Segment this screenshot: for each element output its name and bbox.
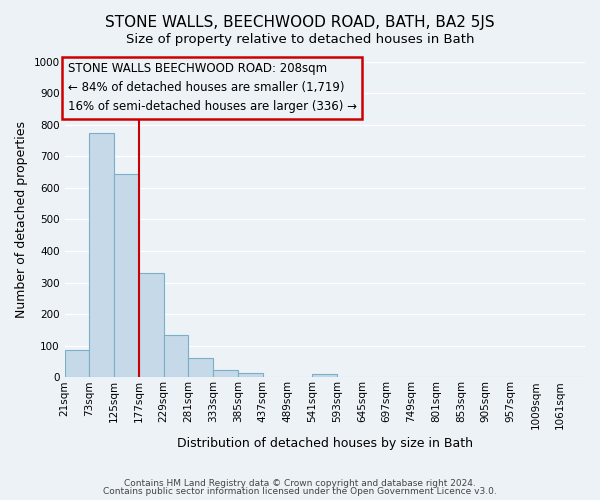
X-axis label: Distribution of detached houses by size in Bath: Distribution of detached houses by size … xyxy=(177,437,473,450)
Text: Contains public sector information licensed under the Open Government Licence v3: Contains public sector information licen… xyxy=(103,487,497,496)
Text: Size of property relative to detached houses in Bath: Size of property relative to detached ho… xyxy=(126,32,474,46)
Bar xyxy=(139,273,164,378)
Text: STONE WALLS, BEECHWOOD ROAD, BATH, BA2 5JS: STONE WALLS, BEECHWOOD ROAD, BATH, BA2 5… xyxy=(105,15,495,30)
Bar xyxy=(313,374,337,378)
Bar xyxy=(164,334,188,378)
Bar xyxy=(89,132,114,378)
Bar xyxy=(114,174,139,378)
Bar xyxy=(65,350,89,378)
Bar xyxy=(213,370,238,378)
Text: STONE WALLS BEECHWOOD ROAD: 208sqm
← 84% of detached houses are smaller (1,719)
: STONE WALLS BEECHWOOD ROAD: 208sqm ← 84%… xyxy=(68,62,356,114)
Text: Contains HM Land Registry data © Crown copyright and database right 2024.: Contains HM Land Registry data © Crown c… xyxy=(124,478,476,488)
Bar xyxy=(238,372,263,378)
Y-axis label: Number of detached properties: Number of detached properties xyxy=(15,121,28,318)
Bar xyxy=(188,358,213,378)
